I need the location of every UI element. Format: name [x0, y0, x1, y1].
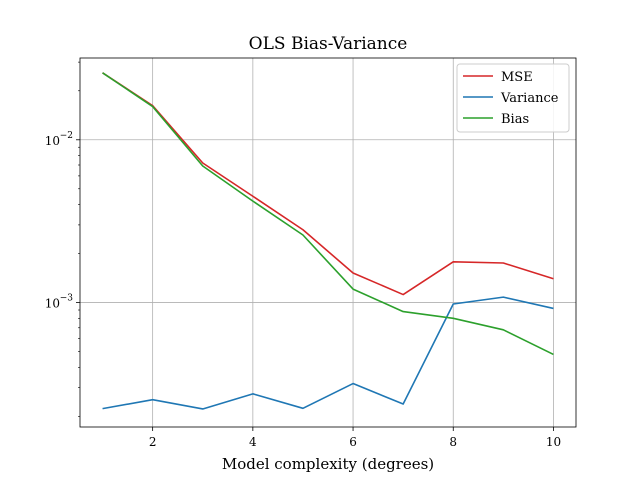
x-tick-label: 8 — [449, 435, 457, 449]
series-line-variance — [102, 296, 554, 410]
chart-title: OLS Bias-Variance — [249, 34, 408, 54]
y-tick-exponent: −2 — [60, 131, 73, 141]
legend-frame — [456, 63, 570, 133]
series-line-bias — [102, 72, 554, 356]
series-line-mse — [102, 72, 554, 296]
series-lines — [102, 72, 554, 410]
y-tick-label: 10 — [45, 297, 60, 311]
legend: MSE Variance Bias — [456, 63, 570, 133]
legend-label-mse: MSE — [501, 70, 533, 85]
legend-label-bias: Bias — [501, 112, 529, 127]
y-tick-exponent: −3 — [60, 294, 74, 304]
plot-frame — [79, 57, 577, 428]
x-tick-label: 10 — [546, 435, 561, 449]
x-tick-label: 6 — [349, 435, 357, 449]
legend-label-variance: Variance — [500, 91, 559, 106]
x-axis-label: Model complexity (degrees) — [222, 455, 434, 473]
x-tick-label: 2 — [149, 435, 157, 449]
y-tick-label: 10 — [45, 134, 60, 148]
x-tick-label: 4 — [249, 435, 257, 449]
